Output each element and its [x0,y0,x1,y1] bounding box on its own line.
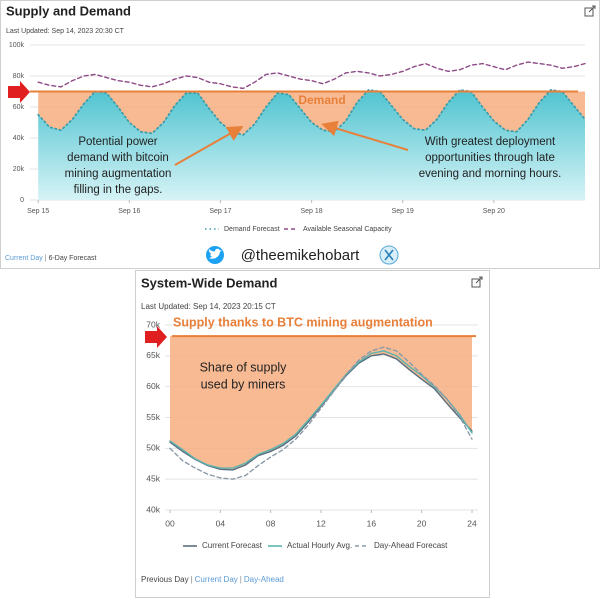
y-tick-label: 60k [146,381,160,391]
footer-separator: | [45,255,47,262]
annotation: opportunities through late [425,152,555,164]
chart-title: Supply and Demand [6,3,131,18]
x-tick-label: 16 [367,518,377,528]
series-line [169,346,473,480]
footer-link[interactable]: Current Day [195,575,238,584]
level-label: Supply thanks to BTC mining augmentation [173,315,433,329]
y-tick-label: 100k [9,42,25,49]
annotation: evening and morning hours. [419,168,562,180]
annotation: mining augmentation [65,168,172,180]
y-tick-label: 40k [146,504,160,514]
x-tick-label: Sep 18 [301,208,323,215]
level-label: Demand [298,93,345,107]
annotation: Share of supply [200,360,288,374]
x-tick-label: 04 [216,518,226,528]
gap-fill [170,336,472,470]
series-line [169,353,473,471]
external-link-icon[interactable] [584,5,596,17]
annotation: used by miners [201,377,286,391]
y-tick-label: 50k [146,443,160,453]
footer-link[interactable]: Day-Ahead [244,575,284,584]
pointer-arrow [174,126,244,166]
pointer-arrow [321,120,409,151]
y-tick-label: 60k [13,104,25,111]
x-tick-label: 00 [165,518,175,528]
annotation: With greatest deployment [425,136,556,148]
x-tick-label: 08 [266,518,276,528]
annotation: filling in the gaps. [74,184,163,196]
y-tick-label: 0 [20,197,24,204]
red-arrow [145,326,167,348]
legend-label: Current Forecast [202,541,263,550]
last-updated: Last Updated: Sep 14, 2023 20:30 CT [6,28,125,35]
x-tick-label: Sep 17 [209,208,231,215]
footer-separator: | [191,575,193,584]
x-icon[interactable] [379,245,399,265]
x-tick-label: Sep 16 [118,208,140,215]
footer-link[interactable]: Current Day [5,255,43,262]
footer-separator: | [240,575,242,584]
y-tick-label: 70k [146,319,160,329]
red-arrow [8,81,30,103]
charts: Supply and Demand Last Updated: Sep 14, 2… [5,3,586,584]
legend-label: Actual Hourly Avg. [287,541,352,550]
twitter-icon[interactable] [206,246,224,264]
legend-label: Available Seasonal Capacity [303,226,392,233]
legend-label: Day-Ahead Forecast [374,541,448,550]
x-tick-label: Sep 15 [27,208,49,215]
y-tick-label: 80k [13,73,25,80]
series-line [37,61,586,90]
footer-link[interactable]: Previous Day [141,575,189,584]
x-tick-label: 20 [417,518,427,528]
last-updated: Last Updated: Sep 14, 2023 20:15 CT [141,302,276,311]
area [38,89,585,200]
y-tick-label: 65k [146,350,160,360]
gap-fill [38,91,585,135]
series-line [169,350,473,469]
annotation: demand with bitcoin [67,152,169,164]
y-tick-label: 55k [146,412,160,422]
y-tick-label: 40k [13,135,25,142]
x-tick-label: 12 [316,518,326,528]
legend-label: Demand Forecast [224,226,280,233]
x-tick-label: 24 [467,518,477,528]
y-tick-label: 20k [13,166,25,173]
x-tick-label: Sep 19 [392,208,414,215]
y-tick-label: 45k [146,473,160,483]
x-tick-label: Sep 20 [483,208,505,215]
series-line [37,88,586,136]
external-link-icon[interactable] [471,276,483,288]
chart-title: System-Wide Demand [141,275,277,290]
annotation: Potential power [78,136,157,148]
footer-link[interactable]: 6-Day Forecast [49,255,97,262]
social-handle: @theemikehobart [241,247,360,264]
